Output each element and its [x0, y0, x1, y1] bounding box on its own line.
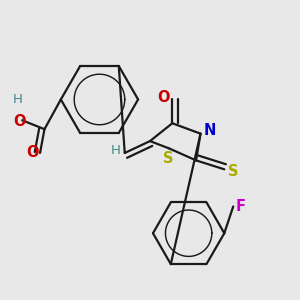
Text: O: O [26, 146, 39, 160]
Text: O: O [158, 91, 170, 106]
Text: F: F [236, 199, 246, 214]
Text: H: H [111, 143, 121, 157]
Text: N: N [203, 123, 216, 138]
Text: H: H [13, 93, 23, 106]
Text: O: O [13, 114, 26, 129]
Text: S: S [163, 152, 173, 166]
Text: S: S [228, 164, 238, 179]
